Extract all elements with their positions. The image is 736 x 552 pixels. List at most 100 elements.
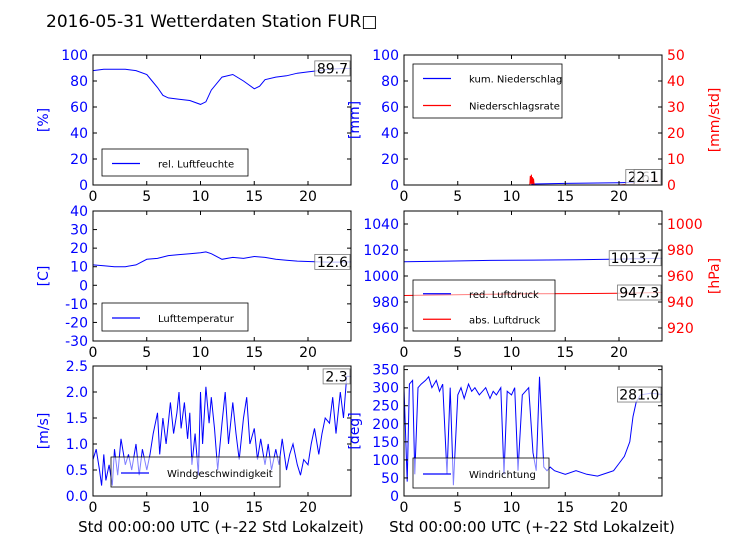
x-tick-label: 0 <box>89 345 98 361</box>
y-tick-label: 0 <box>390 489 399 505</box>
x-tick-label: 20 <box>610 345 628 361</box>
y2-tick-label: 0 <box>667 178 676 194</box>
x-tick-label: 0 <box>400 189 409 205</box>
x-tick-label: 10 <box>192 345 210 361</box>
y2-tick-label: 40 <box>667 74 685 90</box>
plot-frame <box>92 54 352 186</box>
y-tick-label: 20 <box>70 152 88 168</box>
x-tick-label: 5 <box>142 345 151 361</box>
y-tick-label: 0 <box>79 178 88 194</box>
y-axis-label: [mm] <box>347 101 363 139</box>
x-tick-label: 20 <box>610 500 628 516</box>
x-tick-label: 0 <box>400 345 409 361</box>
x-tick-label: 0 <box>89 189 98 205</box>
last-value-label-2-box <box>617 284 662 301</box>
y-tick-label: 980 <box>372 295 399 311</box>
series-line-6-1 <box>404 375 662 486</box>
x-tick-label: 15 <box>245 189 263 205</box>
legend-entry: kum. Niederschlag <box>469 75 562 86</box>
x-tick-label: 15 <box>556 189 574 205</box>
y2-axis-label: [mm/std] <box>707 88 723 153</box>
x-tick-label: 10 <box>503 345 521 361</box>
y-tick-label: 80 <box>70 74 88 90</box>
last-value-label-box <box>322 368 351 385</box>
series-line-2-2 <box>404 174 662 185</box>
x-tick-label: 20 <box>299 345 317 361</box>
x-tick-label: 5 <box>142 189 151 205</box>
plot-frame <box>403 54 663 186</box>
y2-tick-label: 10 <box>667 152 685 168</box>
plot-frame <box>92 210 352 342</box>
y-tick-label: 100 <box>372 453 399 469</box>
y2-tick-label: 940 <box>667 295 694 311</box>
y-axis-label: [C] <box>36 266 52 287</box>
y-tick-label: 40 <box>70 204 88 220</box>
y-tick-label: 2.5 <box>66 359 88 375</box>
y-tick-label: 100 <box>61 48 88 64</box>
y-tick-label: 30 <box>70 223 88 239</box>
y-tick-label: 100 <box>372 48 399 64</box>
y-axis-label: [deg] <box>347 412 363 449</box>
panel-3: 0 5 10 15 20 -30 -20 -10 0 10 20 30 40 [C] Lufttempera… <box>36 204 352 361</box>
last-value-label: 281.0 <box>619 388 659 404</box>
y-tick-label: 0 <box>79 278 88 294</box>
legend-box <box>101 302 249 332</box>
x-axis-label-left: Std 00:00:00 UTC (+-22 Std Lokalzeit) <box>78 518 364 536</box>
x-tick-label: 5 <box>453 345 462 361</box>
y2-tick-label: 960 <box>667 269 694 285</box>
y-tick-label: 2.0 <box>66 385 88 401</box>
legend-entry: Windrichtung <box>469 470 536 481</box>
y-tick-label: -30 <box>65 334 88 350</box>
legend-box <box>412 457 550 489</box>
panel-4: 0 5 10 15 20 960 980 1000 1020 1040 920 940 960 980 10… <box>363 210 723 361</box>
y-tick-label: 150 <box>372 435 399 451</box>
y-tick-label: 1000 <box>363 269 399 285</box>
legend-box <box>412 279 556 332</box>
y-tick-label: 1.0 <box>66 437 88 453</box>
x-axis-label-right: Std 00:00:00 UTC (+-22 Std Lokalzeit) <box>389 518 675 536</box>
plot-frame <box>403 365 663 497</box>
last-value-label-box <box>617 386 662 403</box>
y-tick-label: 1.5 <box>66 411 88 427</box>
y2-tick-label: 980 <box>667 243 694 259</box>
x-tick-label: 15 <box>245 500 263 516</box>
last-value-label-2: 2.1 <box>636 170 658 186</box>
x-tick-label: 15 <box>556 345 574 361</box>
y-tick-label: 250 <box>372 399 399 415</box>
y-tick-label: 20 <box>381 152 399 168</box>
y-tick-label: -20 <box>65 315 88 331</box>
y-axis-label: [%] <box>36 108 52 132</box>
y-tick-label: 350 <box>372 363 399 379</box>
panel-2: 0 5 10 15 20 0 20 40 60 80 100 0 10 20 30 40 50 [mm] [mm/s… <box>347 48 723 205</box>
y2-tick-label: 30 <box>667 100 685 116</box>
last-value-label: 2.3 <box>325 369 347 385</box>
y-tick-label: 60 <box>381 100 399 116</box>
x-tick-label: 20 <box>299 500 317 516</box>
legend-entry: red. Luftdruck <box>469 290 539 301</box>
y-tick-label: 0 <box>390 178 399 194</box>
last-value-label-box <box>608 250 662 267</box>
legend-box <box>101 148 249 177</box>
x-tick-label: 10 <box>503 500 521 516</box>
y-tick-label: 1040 <box>363 217 399 233</box>
y-tick-label: 60 <box>70 100 88 116</box>
legend-box <box>412 63 563 119</box>
x-tick-label: 10 <box>503 189 521 205</box>
legend-entry: Lufttemperatur <box>158 314 235 325</box>
y-tick-label: 1020 <box>363 243 399 259</box>
legend-box <box>110 456 281 488</box>
last-value-label-box <box>314 253 351 270</box>
x-tick-label: 0 <box>89 500 98 516</box>
last-value-label: 1013.7 <box>611 251 660 267</box>
x-tick-label: 10 <box>192 189 210 205</box>
y-tick-label: 10 <box>70 260 88 276</box>
x-tick-label: 20 <box>610 189 628 205</box>
y-tick-label: 0.0 <box>66 489 88 505</box>
x-tick-label: 0 <box>400 500 409 516</box>
y-tick-label: 960 <box>372 321 399 337</box>
x-tick-label: 10 <box>192 500 210 516</box>
legend-entry: Windgeschwindigkeit <box>167 469 273 480</box>
x-tick-label: 15 <box>556 500 574 516</box>
y2-tick-label: 50 <box>667 48 685 64</box>
